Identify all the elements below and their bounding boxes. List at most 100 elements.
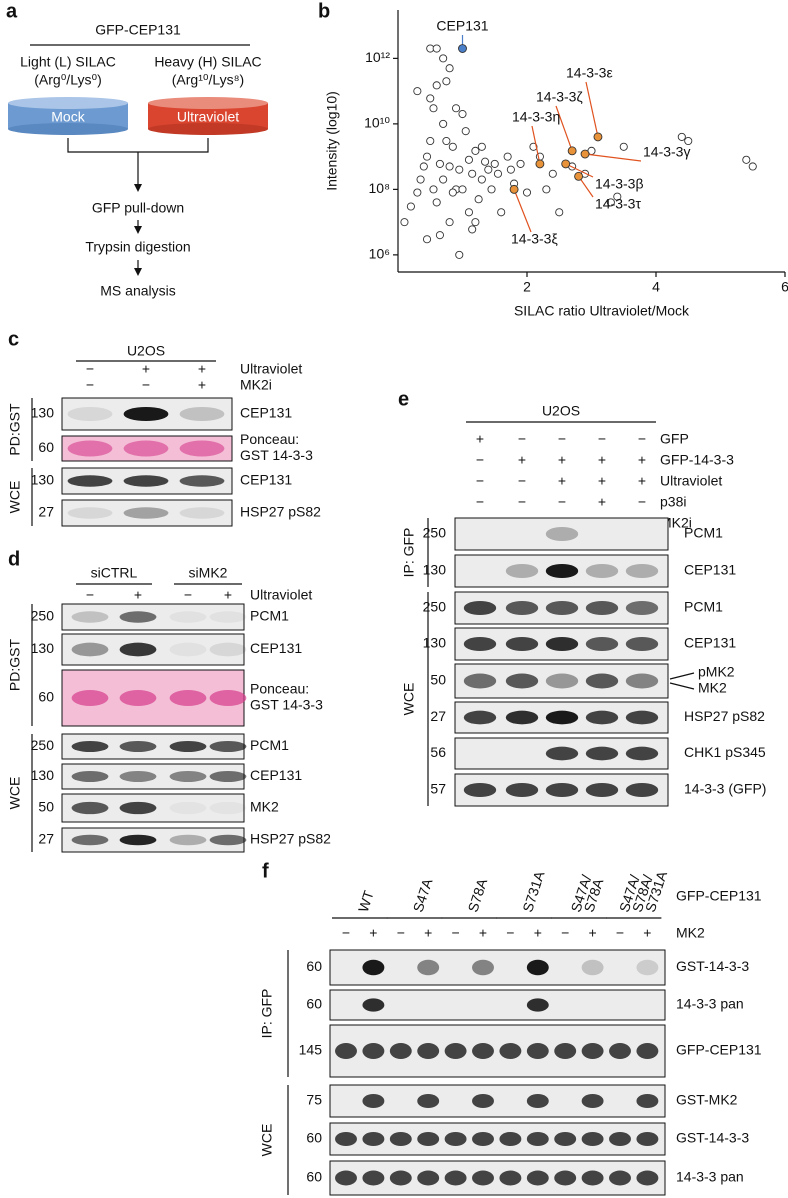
point xyxy=(468,169,477,178)
point xyxy=(464,208,474,217)
point xyxy=(506,165,515,174)
band xyxy=(119,834,157,846)
sign: + xyxy=(198,377,206,393)
sign: − xyxy=(506,925,514,941)
header-label: U2OS xyxy=(127,343,165,359)
band xyxy=(636,959,659,976)
band xyxy=(417,1170,440,1186)
sign: − xyxy=(616,925,624,941)
point xyxy=(439,54,448,63)
band xyxy=(625,746,659,761)
band xyxy=(444,1043,467,1059)
point xyxy=(458,185,467,194)
condition: MK2i xyxy=(240,377,272,393)
sign: + xyxy=(558,452,566,468)
step: GFP pull-down xyxy=(92,200,184,216)
band xyxy=(169,741,207,752)
point xyxy=(455,250,464,259)
band xyxy=(209,834,247,846)
point xyxy=(548,169,557,178)
arrow xyxy=(134,184,142,192)
point xyxy=(445,218,454,227)
point xyxy=(442,136,451,146)
protein-label: 14-3-3 pan xyxy=(676,1169,744,1185)
point xyxy=(445,162,454,171)
point xyxy=(419,162,428,171)
band xyxy=(179,406,225,422)
panel-label: a xyxy=(6,0,18,22)
band xyxy=(209,690,247,706)
protein-label: 14-3-3 (GFP) xyxy=(684,781,766,797)
header-label: S47A xyxy=(410,876,436,914)
panel-label: d xyxy=(8,548,20,570)
point xyxy=(490,159,499,168)
point xyxy=(442,77,451,86)
point xyxy=(451,104,461,113)
panel-a-diagram xyxy=(8,44,268,276)
band xyxy=(585,600,619,616)
blot xyxy=(329,1084,666,1118)
x-tick-label: 2 xyxy=(523,279,531,295)
band xyxy=(526,959,549,976)
sign: − xyxy=(638,431,646,447)
step: MS analysis xyxy=(100,283,175,299)
light-label: Light (L) SILAC xyxy=(20,54,116,70)
dish-label: Ultraviolet xyxy=(177,109,239,125)
sign: − xyxy=(598,431,606,447)
protein-label: Ponceau: xyxy=(240,431,299,447)
condition: Ultraviolet xyxy=(240,361,302,377)
band xyxy=(389,1131,412,1147)
leader xyxy=(555,105,573,152)
band xyxy=(609,1170,631,1186)
band xyxy=(209,741,247,752)
blot xyxy=(454,517,669,551)
mw-label: 50 xyxy=(430,672,446,688)
condition: Ultraviolet xyxy=(660,473,722,489)
mw-label: 250 xyxy=(31,608,55,624)
sign: + xyxy=(479,925,487,941)
point xyxy=(555,208,564,217)
protein-label: HSP27 pS82 xyxy=(250,831,331,847)
band xyxy=(71,690,109,706)
band xyxy=(472,1043,494,1059)
point xyxy=(422,152,432,161)
sign: + xyxy=(224,587,232,603)
band xyxy=(417,1093,440,1109)
protein-label: GST 14-3-3 xyxy=(240,447,313,463)
band xyxy=(179,475,225,487)
point xyxy=(426,94,435,103)
point xyxy=(426,136,435,146)
band xyxy=(71,741,109,752)
highlight-label: 14-3-3β xyxy=(595,176,644,192)
band xyxy=(463,673,497,689)
point xyxy=(542,185,551,194)
mw-label: 60 xyxy=(306,996,322,1012)
point xyxy=(432,44,441,53)
band xyxy=(505,636,539,652)
blot xyxy=(329,989,666,1021)
band xyxy=(335,1043,357,1059)
band xyxy=(169,834,207,846)
point xyxy=(432,198,441,207)
condition: GFP xyxy=(660,431,689,447)
group-label: IP: GFP xyxy=(259,989,275,1039)
band xyxy=(505,710,539,725)
sign: + xyxy=(643,925,651,941)
sign: + xyxy=(598,452,606,468)
point xyxy=(468,225,477,234)
point xyxy=(477,142,486,151)
sign: − xyxy=(518,431,526,447)
mw-label: 56 xyxy=(430,744,446,760)
point xyxy=(435,159,444,168)
band xyxy=(389,1043,412,1059)
x-tick-label: 4 xyxy=(652,279,660,295)
sign: + xyxy=(534,925,542,941)
highlight-point xyxy=(535,159,545,169)
band xyxy=(554,1170,577,1186)
band xyxy=(472,959,494,976)
band xyxy=(71,771,109,782)
point xyxy=(471,146,480,155)
point xyxy=(529,142,538,151)
band xyxy=(123,440,169,457)
header-label: U2OS xyxy=(542,403,580,419)
